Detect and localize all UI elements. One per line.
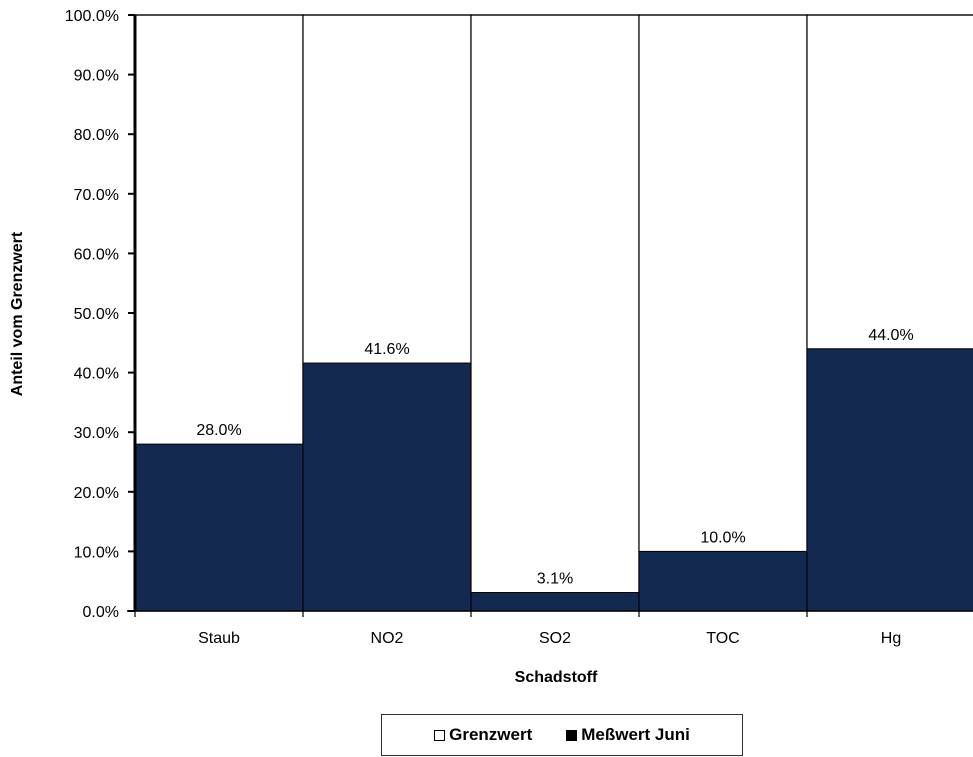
y-tick-label-4: 40.0% [74, 366, 119, 383]
y-tick-label-6: 60.0% [74, 246, 119, 263]
legend-swatch-grenzwert [434, 729, 446, 741]
data-label-hg: 44.0% [868, 327, 913, 344]
bar-messwert-staub [134, 443, 304, 612]
x-tick-label-staub: Staub [198, 630, 240, 647]
y-tick-label-0: 0.0% [83, 604, 119, 621]
y-tick-label-7: 70.0% [74, 187, 119, 204]
x-tick-label-hg: Hg [881, 630, 901, 647]
legend-swatch-messwert [566, 729, 578, 741]
y-tick-label-1: 10.0% [74, 544, 119, 561]
y-tick-label-3: 30.0% [74, 425, 119, 442]
y-tick-label-9: 90.0% [74, 68, 119, 85]
y-tick-label-10: 100.0% [65, 8, 119, 25]
bar-chart: 28.0% 41.6% 3.1% 10.0% 44.0% Staub NO2 SO2 TOC H… [9, 8, 973, 686]
x-axis-title: Schadstoff [515, 669, 598, 686]
y-tick-label-5: 50.0% [74, 306, 119, 323]
data-label-so2: 3.1% [537, 571, 573, 588]
legend-item-messwert: Meßwert Juni [566, 725, 690, 745]
x-tick-label-no2: NO2 [371, 630, 404, 647]
bar-messwert-hg [806, 348, 973, 612]
y-axis-title: Anteil vom Grenzwert [9, 231, 26, 396]
data-label-toc: 10.0% [700, 529, 745, 546]
data-label-no2: 41.6% [364, 341, 409, 358]
bar-messwert-so2 [470, 592, 640, 612]
y-tick-label-2: 20.0% [74, 485, 119, 502]
legend-item-grenzwert: Grenzwert [434, 725, 532, 745]
bar-messwert-toc [638, 550, 808, 612]
x-tick-label-so2: SO2 [539, 630, 571, 647]
bars-group: 28.0% 41.6% 3.1% 10.0% 44.0% [134, 14, 973, 612]
bar-messwert-no2 [302, 362, 472, 612]
data-label-staub: 28.0% [196, 422, 241, 439]
axes-group: Staub NO2 SO2 TOC Hg 0.0% 10.0% 20.0% 30.0% 40.0%… [65, 8, 973, 647]
bar-grenzwert-toc [638, 14, 808, 612]
legend-label-grenzwert: Grenzwert [449, 725, 533, 744]
legend-label-messwert: Meßwert Juni [581, 725, 690, 744]
x-tick-label-toc: TOC [706, 630, 739, 647]
legend: Grenzwert Meßwert Juni [381, 714, 743, 756]
bar-grenzwert-so2 [470, 14, 640, 612]
y-tick-label-8: 80.0% [74, 127, 119, 144]
